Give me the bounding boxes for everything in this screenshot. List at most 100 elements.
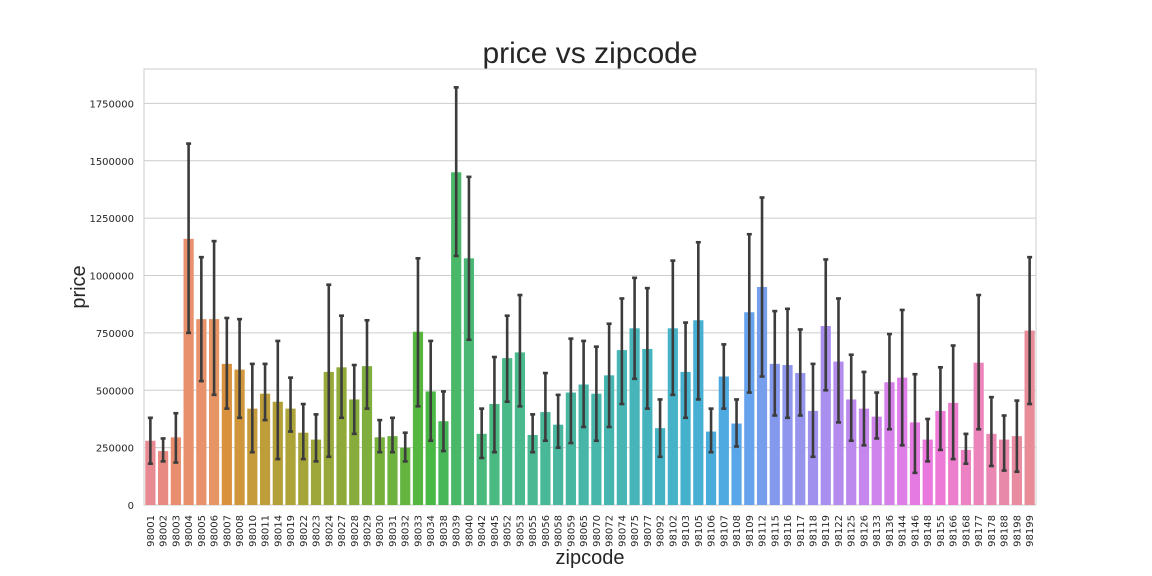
y-tick-label: 750000 — [96, 329, 134, 340]
bar — [769, 363, 780, 505]
x-tick-label: 98004 — [184, 515, 195, 547]
x-tick-label: 98029 — [363, 515, 374, 547]
bar — [247, 408, 258, 505]
x-tick-label: 98107 — [719, 515, 730, 547]
x-tick-label: 98102 — [668, 515, 679, 547]
y-tick-label: 1250000 — [89, 214, 134, 225]
bar — [731, 423, 742, 505]
chart-title: price vs zipcode — [482, 37, 697, 70]
x-tick-label: 98118 — [809, 515, 820, 547]
bar — [234, 369, 245, 505]
bar — [221, 363, 232, 505]
bar — [438, 421, 449, 505]
x-tick-label: 98045 — [490, 515, 501, 547]
bar — [336, 367, 347, 505]
bar — [693, 320, 704, 505]
x-tick-label: 98003 — [171, 515, 182, 547]
x-tick-label: 98188 — [1000, 515, 1011, 547]
bar — [514, 352, 526, 505]
bar — [986, 433, 997, 505]
bar — [540, 412, 551, 505]
x-tick-label: 98030 — [375, 515, 386, 547]
bar — [591, 393, 602, 505]
bar — [285, 408, 296, 505]
bar — [616, 350, 627, 505]
x-tick-label: 98119 — [821, 515, 832, 547]
bar — [999, 439, 1010, 505]
bar — [871, 416, 882, 505]
bar — [425, 391, 436, 505]
bar — [502, 358, 513, 505]
bar — [298, 432, 309, 505]
x-tick-label: 98198 — [1012, 515, 1023, 547]
y-tick-label: 1000000 — [89, 272, 134, 283]
x-tick-label: 98117 — [796, 515, 807, 547]
y-axis-label: price — [68, 265, 90, 308]
x-tick-label: 98031 — [388, 515, 399, 547]
x-tick-label: 98038 — [439, 515, 450, 547]
bar — [922, 439, 933, 505]
bar — [387, 436, 398, 505]
bar — [820, 326, 831, 505]
x-tick-label: 98122 — [834, 515, 845, 547]
bar — [884, 382, 895, 505]
x-tick-label: 98024 — [324, 515, 335, 547]
x-tick-label: 98116 — [783, 515, 794, 547]
bar — [604, 375, 615, 505]
x-tick-label: 98052 — [503, 515, 514, 547]
bar — [145, 440, 156, 505]
bar — [527, 435, 538, 505]
x-tick-label: 98055 — [528, 515, 539, 547]
x-tick-label: 98019 — [286, 515, 297, 547]
x-tick-label: 98028 — [350, 515, 361, 547]
x-tick-label: 98056 — [541, 515, 552, 547]
x-tick-label: 98103 — [681, 515, 692, 547]
x-tick-label: 98106 — [707, 515, 718, 547]
x-tick-label: 98014 — [273, 515, 284, 547]
x-tick-label: 98027 — [337, 515, 348, 547]
y-tick-label: 1500000 — [89, 157, 134, 168]
x-tick-label: 98011 — [261, 515, 272, 547]
bar — [680, 371, 691, 505]
x-tick-label: 98023 — [312, 515, 323, 547]
x-tick-label: 98105 — [694, 515, 705, 547]
bar — [973, 362, 984, 505]
bar — [400, 447, 411, 505]
y-tick-label: 500000 — [96, 386, 134, 397]
x-tick-label: 98146 — [910, 515, 921, 547]
bar — [642, 348, 653, 505]
bars — [145, 172, 1035, 505]
x-tick-label: 98022 — [299, 515, 310, 547]
x-tick-label: 98148 — [923, 515, 934, 547]
x-tick-label: 98008 — [235, 515, 246, 547]
x-tick-label: 98074 — [617, 515, 628, 547]
bar — [310, 439, 322, 505]
bar — [183, 238, 194, 505]
x-tick-label: 98199 — [1025, 515, 1036, 547]
x-tick-label: 98042 — [477, 515, 488, 547]
bar — [463, 258, 475, 505]
x-tick-label: 98040 — [464, 515, 475, 547]
x-tick-label: 98053 — [515, 515, 526, 547]
x-tick-label: 98112 — [758, 515, 769, 547]
bar — [158, 451, 169, 505]
bar — [476, 433, 487, 505]
x-tick-label: 98033 — [413, 515, 424, 547]
bar — [565, 392, 576, 505]
bar — [654, 428, 666, 505]
x-tick-label: 98077 — [643, 515, 654, 547]
bar — [705, 431, 717, 505]
x-tick-label: 98001 — [146, 515, 157, 547]
x-tick-label: 98155 — [936, 515, 947, 547]
bar — [846, 399, 857, 505]
x-tick-label: 98070 — [592, 515, 603, 547]
bar — [451, 172, 462, 505]
x-tick-label: 98133 — [872, 515, 883, 547]
bar — [935, 410, 946, 505]
bar — [782, 365, 793, 505]
bar — [1024, 330, 1035, 505]
bar — [489, 404, 500, 505]
error-bars — [147, 86, 1033, 475]
x-tick-label: 98039 — [452, 515, 463, 547]
